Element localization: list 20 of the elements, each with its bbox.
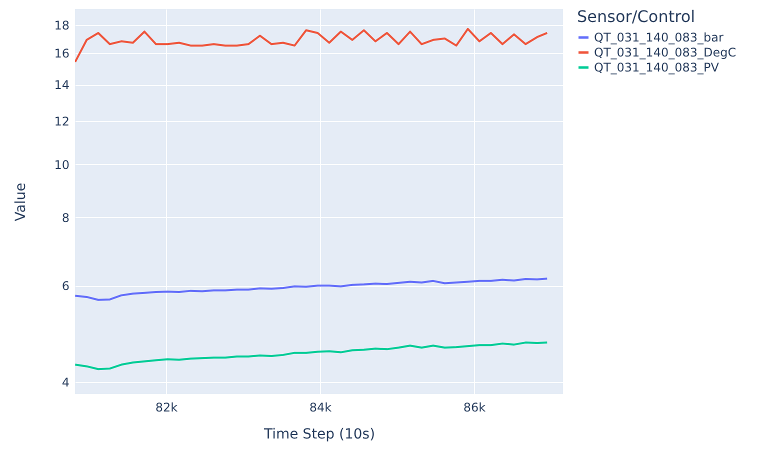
line-series bbox=[75, 342, 548, 370]
y-tick-label: 4 bbox=[62, 375, 70, 390]
x-axis-title: Time Step (10s) bbox=[262, 426, 376, 442]
y-tick-label: 18 bbox=[54, 18, 70, 32]
x-tick-label: 82k bbox=[155, 400, 178, 414]
legend-title: Sensor/Control bbox=[577, 7, 696, 26]
line-series bbox=[75, 278, 548, 301]
y-tick-label: 10 bbox=[54, 158, 70, 172]
x-tick-label: 84k bbox=[309, 400, 332, 414]
legend-label: QT_031_140_083_PV bbox=[594, 60, 720, 74]
legend-label: QT_031_140_083_DegC bbox=[594, 46, 736, 60]
y-tick-label: 14 bbox=[54, 78, 70, 92]
legend-label: QT_031_140_083_bar bbox=[594, 30, 724, 44]
y-axis-title: Value bbox=[13, 182, 30, 222]
x-tick-label: 86k bbox=[463, 400, 486, 414]
y-tick-label: 16 bbox=[54, 46, 70, 60]
line-series bbox=[75, 28, 548, 63]
y-tick-label: 12 bbox=[54, 114, 70, 129]
y-tick-label: 8 bbox=[62, 210, 70, 225]
y-tick-label: 6 bbox=[62, 279, 70, 294]
